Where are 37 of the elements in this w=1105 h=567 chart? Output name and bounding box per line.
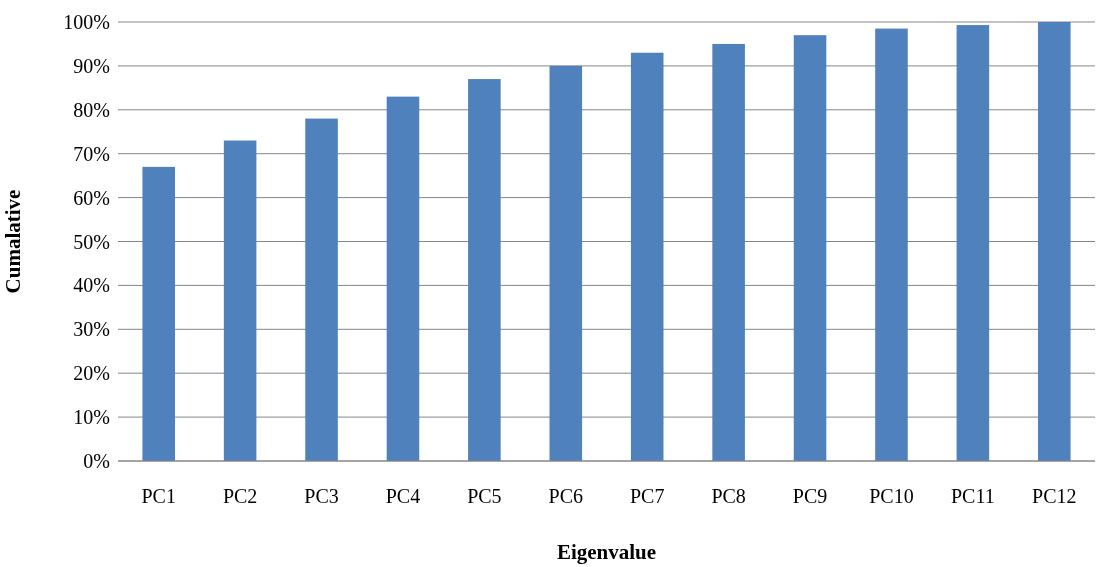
x-tick-label: PC1 <box>141 485 176 507</box>
x-tick-label: PC9 <box>792 485 828 507</box>
y-tick-label: 80% <box>73 98 110 121</box>
y-tick-label: 20% <box>73 362 110 385</box>
y-tick-label: 100% <box>63 11 110 33</box>
x-tick-label: PC8 <box>711 485 746 507</box>
x-axis-title: Eigenvalue <box>556 540 657 564</box>
x-tick-label: PC10 <box>869 485 914 507</box>
x-tick-label: PC12 <box>1032 485 1077 507</box>
bar <box>712 43 745 461</box>
bar <box>793 35 827 461</box>
y-tick-label: 90% <box>73 54 110 77</box>
y-tick-label: 40% <box>73 274 110 297</box>
bar <box>630 52 664 461</box>
x-tick-label: PC4 <box>385 485 421 507</box>
x-tick-label: PC7 <box>629 485 665 507</box>
y-tick-label: 10% <box>73 406 110 429</box>
bar <box>549 65 583 461</box>
x-tick-label: PC3 <box>304 485 339 507</box>
x-tick-label: PC5 <box>467 485 502 507</box>
y-axis-title: Cumalative <box>1 189 25 294</box>
bar <box>1038 22 1071 461</box>
bar <box>956 25 990 461</box>
y-tick-label: 70% <box>73 142 110 165</box>
x-tick-label: PC11 <box>951 485 995 507</box>
bar <box>305 118 338 461</box>
bar <box>223 140 257 461</box>
x-tick-label: PC6 <box>548 485 584 507</box>
y-tick-label: 30% <box>73 318 110 341</box>
y-tick-label: 0% <box>83 450 110 472</box>
x-tick-label: PC2 <box>222 485 258 507</box>
bar <box>468 79 501 461</box>
bar <box>386 96 420 461</box>
bar <box>875 28 908 461</box>
y-tick-label: 60% <box>73 186 110 209</box>
bar <box>142 166 175 461</box>
y-tick-label: 50% <box>73 230 110 253</box>
